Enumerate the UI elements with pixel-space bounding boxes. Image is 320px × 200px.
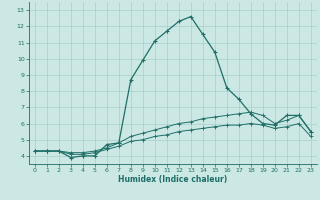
X-axis label: Humidex (Indice chaleur): Humidex (Indice chaleur) <box>118 175 228 184</box>
